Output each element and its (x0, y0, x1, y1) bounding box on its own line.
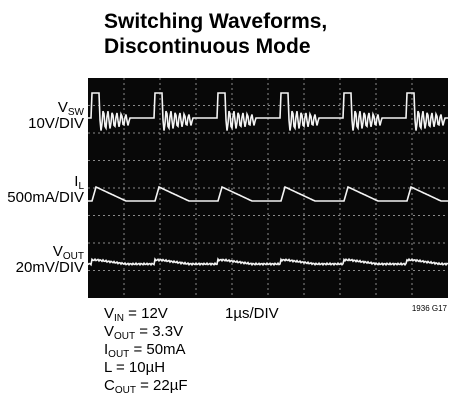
trace-name: VOUT (53, 243, 84, 262)
symbol: C (104, 377, 115, 394)
condition-value: = 50mA (129, 341, 185, 358)
condition: IOUT = 50mA (104, 341, 186, 360)
trace-scale: 10V/DIV (28, 115, 84, 132)
symbol: V (104, 323, 114, 340)
subscript: SW (68, 107, 85, 118)
condition: VIN = 12V (104, 305, 168, 324)
symbol: L (104, 359, 112, 376)
vsw-trace (88, 92, 448, 131)
condition: L = 10µH (104, 359, 165, 376)
symbol: V (104, 305, 114, 322)
trace-scale: 500mA/DIV (7, 189, 84, 206)
condition-value: = 12V (124, 305, 168, 322)
subscript: L (78, 181, 84, 192)
waveforms (87, 92, 449, 267)
condition-value: = 3.3V (135, 323, 183, 340)
symbol: I (74, 173, 78, 190)
vout-trace (87, 257, 449, 267)
trace-scale: 20mV/DIV (16, 259, 84, 276)
condition-value: = 22µF (136, 377, 188, 394)
scope-grid (88, 78, 448, 298)
trace-name: VSW (58, 99, 85, 118)
trace-name: IL (74, 173, 84, 192)
subscript: IN (114, 313, 124, 324)
subscript: OUT (115, 385, 136, 396)
symbol: V (58, 99, 68, 116)
title-line: Switching Waveforms, (104, 10, 327, 33)
subscript: OUT (108, 349, 129, 360)
il-trace (88, 185, 448, 202)
symbol: V (53, 243, 63, 260)
subscript: OUT (63, 251, 84, 262)
figure-id: 1936 G17 (412, 304, 448, 313)
condition: COUT = 22µF (104, 377, 188, 396)
condition: VOUT = 3.3V (104, 323, 183, 342)
symbol: I (104, 341, 108, 358)
timebase: 1µs/DIV (225, 305, 279, 322)
title-line: Discontinuous Mode (104, 35, 311, 58)
subscript: OUT (114, 331, 135, 342)
condition-value: = 10µH (112, 359, 165, 376)
